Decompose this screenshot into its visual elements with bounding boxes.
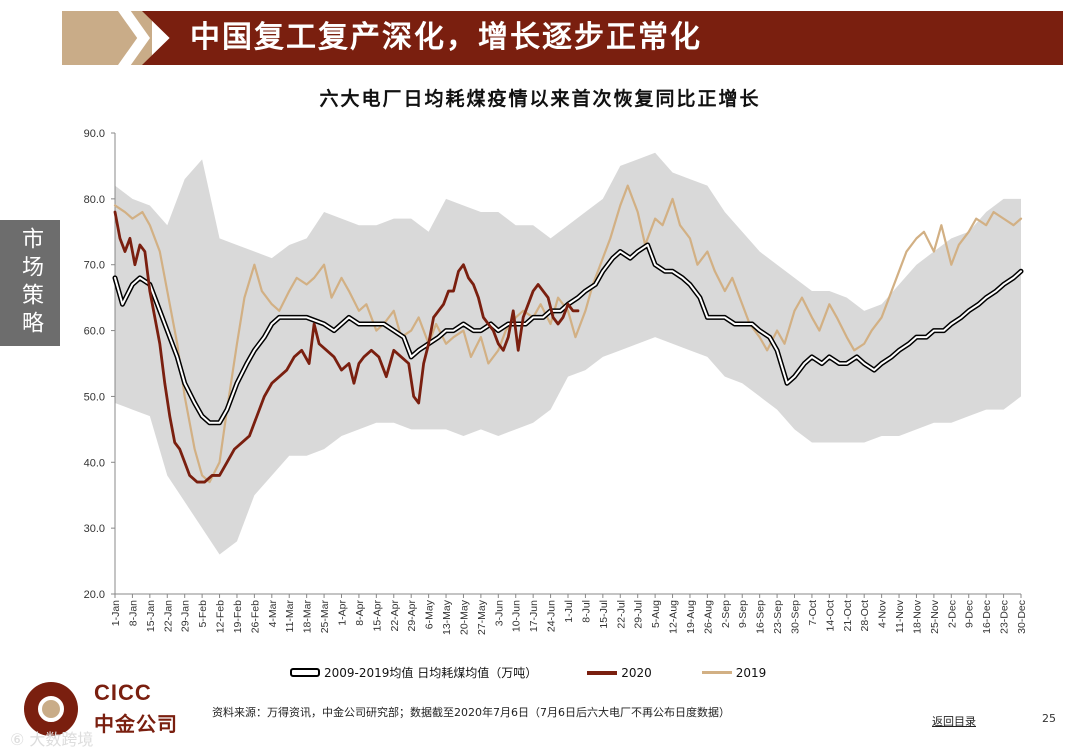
legend-item-2019: 2019 <box>701 665 767 680</box>
x-tick-label: 12-Feb <box>215 600 227 633</box>
legend-label-avg: 2009-2019均值 日均耗煤均值（万吨） <box>324 666 538 680</box>
x-tick-label: 25-Mar <box>319 600 331 634</box>
legend-label-2020: 2020 <box>621 665 652 680</box>
logo-text-cn: 中金公司 <box>94 712 178 736</box>
x-tick-label: 17-Jun <box>528 600 540 632</box>
x-tick-label: 19-Aug <box>685 600 697 634</box>
cicc-logo-mark <box>24 682 78 736</box>
chart-legend: 2009-2019均值 日均耗煤均值（万吨） 2020 2019 <box>290 664 816 681</box>
legend-label-2019: 2019 <box>735 665 767 680</box>
x-tick-label: 12-Aug <box>668 600 680 634</box>
x-tick-label: 18-Mar <box>302 600 314 634</box>
y-tick-label: 40.0 <box>84 457 105 469</box>
watermark: ⑥ 大数跨境 <box>10 730 94 749</box>
legend-swatch-2019 <box>701 671 732 674</box>
x-tick-label: 15-Jan <box>145 600 157 632</box>
x-tick-label: 2-Dec <box>946 600 958 628</box>
y-tick-label: 20.0 <box>84 589 105 601</box>
x-tick-label: 8-Jul <box>580 600 592 623</box>
range-band <box>115 152 1021 555</box>
x-tick-label: 1-Apr <box>337 600 349 626</box>
banner-bar <box>142 11 1063 65</box>
cicc-logo: CICC 中金公司 <box>20 680 195 740</box>
legend-swatch-avg <box>290 668 320 677</box>
x-tick-label: 28-Oct <box>859 600 871 632</box>
x-tick-label: 30-Dec <box>1016 600 1028 634</box>
x-tick-label: 29-Apr <box>406 599 418 631</box>
x-tick-label: 13-May <box>441 599 453 635</box>
x-tick-label: 4-Mar <box>267 599 279 627</box>
x-tick-label: 11-Nov <box>894 599 906 633</box>
x-tick-label: 29-Jul <box>633 600 645 629</box>
logo-text-en: CICC <box>94 680 152 705</box>
x-tick-label: 22-Apr <box>389 599 401 631</box>
y-tick-label: 50.0 <box>84 391 105 403</box>
x-tick-label: 11-Mar <box>284 600 296 633</box>
x-tick-label: 18-Nov <box>911 599 923 634</box>
series-line-2019 <box>113 184 1023 484</box>
x-tick-label: 3-Jun <box>493 600 505 626</box>
x-tick-label: 29-Jan <box>180 600 192 632</box>
x-tick-label: 15-Apr <box>371 599 383 631</box>
x-tick-label: 19-Feb <box>232 600 244 633</box>
x-tick-label: 2-Sep <box>720 600 732 628</box>
y-tick-label: 80.0 <box>84 194 105 206</box>
x-tick-label: 24-Jun <box>546 600 558 632</box>
page-number: 25 <box>1042 712 1056 725</box>
x-tick-label: 25-Nov <box>929 599 941 634</box>
x-tick-label: 16-Sep <box>755 600 767 634</box>
page-title: 中国复工复产深化，增长逐步正常化 <box>190 20 702 55</box>
chart-title: 六大电厂日均耗煤疫情以来首次恢复同比正增长 <box>319 88 761 110</box>
x-tick-label: 23-Dec <box>999 600 1011 634</box>
x-tick-label: 15-Jul <box>598 600 610 629</box>
series-line-2020 <box>113 210 580 484</box>
legend-swatch-2020 <box>587 670 618 675</box>
x-tick-label: 5-Aug <box>650 600 662 628</box>
legend-item-avg: 2009-2019均值 日均耗煤均值（万吨） <box>290 664 537 681</box>
x-tick-label: 22-Jul <box>615 600 627 629</box>
x-tick-label: 22-Jan <box>162 600 174 632</box>
x-tick-label: 27-May <box>476 599 488 635</box>
series-line-avg <box>114 243 1022 424</box>
x-tick-label: 9-Dec <box>964 600 976 628</box>
y-tick-label: 60.0 <box>84 326 105 338</box>
x-tick-label: 4-Nov <box>877 599 889 628</box>
x-tick-label: 26-Feb <box>249 600 261 633</box>
x-tick-label: 8-Jan <box>127 600 139 626</box>
x-tick-label: 8-Apr <box>354 600 366 626</box>
x-tick-label: 21-Oct <box>842 600 854 632</box>
source-note: 资料来源：万得资讯，中金公司研究部；数据截至2020年7月6日（7月6日后六大电… <box>212 706 730 719</box>
x-tick-label: 20-May <box>458 599 470 635</box>
x-tick-label: 1-Jul <box>563 600 575 623</box>
x-tick-label: 30-Sep <box>790 600 802 634</box>
x-tick-label: 23-Sep <box>772 600 784 634</box>
x-tick-label: 16-Dec <box>981 600 993 634</box>
x-tick-label: 9-Sep <box>737 600 749 628</box>
y-tick-label: 70.0 <box>84 260 105 272</box>
y-tick-label: 90.0 <box>84 128 105 140</box>
side-section-tab[interactable]: 市场策略 <box>0 220 60 346</box>
x-tick-label: 26-Aug <box>702 600 714 634</box>
x-tick-label: 10-Jun <box>511 600 523 632</box>
x-tick-label: 7-Oct <box>807 600 819 626</box>
back-to-contents-link[interactable]: 返回目录 <box>932 715 976 728</box>
x-tick-label: 1-Jan <box>110 600 122 626</box>
x-tick-label: 14-Oct <box>824 600 836 632</box>
legend-item-2020: 2020 <box>587 666 652 680</box>
x-tick-label: 6-May <box>424 599 436 629</box>
y-tick-label: 30.0 <box>84 523 105 535</box>
x-tick-label: 5-Feb <box>197 600 209 628</box>
